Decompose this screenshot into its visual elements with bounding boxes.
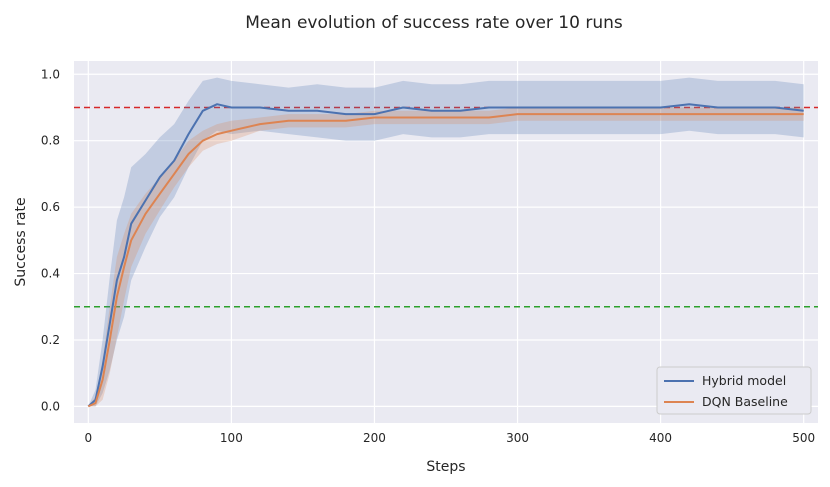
legend-label-dqn: DQN Baseline <box>702 394 788 409</box>
x-tick-label: 300 <box>506 431 529 445</box>
confidence-bands <box>88 77 804 407</box>
reference-lines <box>74 106 818 308</box>
y-tick-label: 0.2 <box>41 333 60 347</box>
series-lines <box>87 103 804 408</box>
x-tick-label: 200 <box>363 431 386 445</box>
series-band-0 <box>88 77 804 407</box>
y-axis-label: Success rate <box>13 197 29 286</box>
x-tick-labels: 0 100 200 300 400 500 <box>84 431 815 445</box>
legend-label-hybrid: Hybrid model <box>702 373 786 388</box>
x-tick-label: 400 <box>649 431 672 445</box>
y-tick-labels: 0.0 0.2 0.4 0.6 0.8 1.0 <box>41 67 60 413</box>
x-tick-label: 500 <box>792 431 815 445</box>
chart-title: Mean evolution of success rate over 10 r… <box>245 13 623 33</box>
y-tick-label: 1.0 <box>41 67 60 81</box>
series-line-0 <box>87 103 804 408</box>
y-tick-label: 0.4 <box>41 267 60 281</box>
x-tick-label: 0 <box>84 431 92 445</box>
plot-area <box>74 61 818 423</box>
legend: Hybrid model DQN Baseline <box>656 366 812 415</box>
x-tick-label: 100 <box>220 431 243 445</box>
y-tick-label: 0.8 <box>41 134 60 148</box>
y-tick-label: 0.0 <box>41 399 60 413</box>
series-line-1 <box>87 113 804 408</box>
legend-box <box>656 366 812 415</box>
y-tick-label: 0.6 <box>41 200 60 214</box>
x-axis-label: Steps <box>426 459 465 475</box>
